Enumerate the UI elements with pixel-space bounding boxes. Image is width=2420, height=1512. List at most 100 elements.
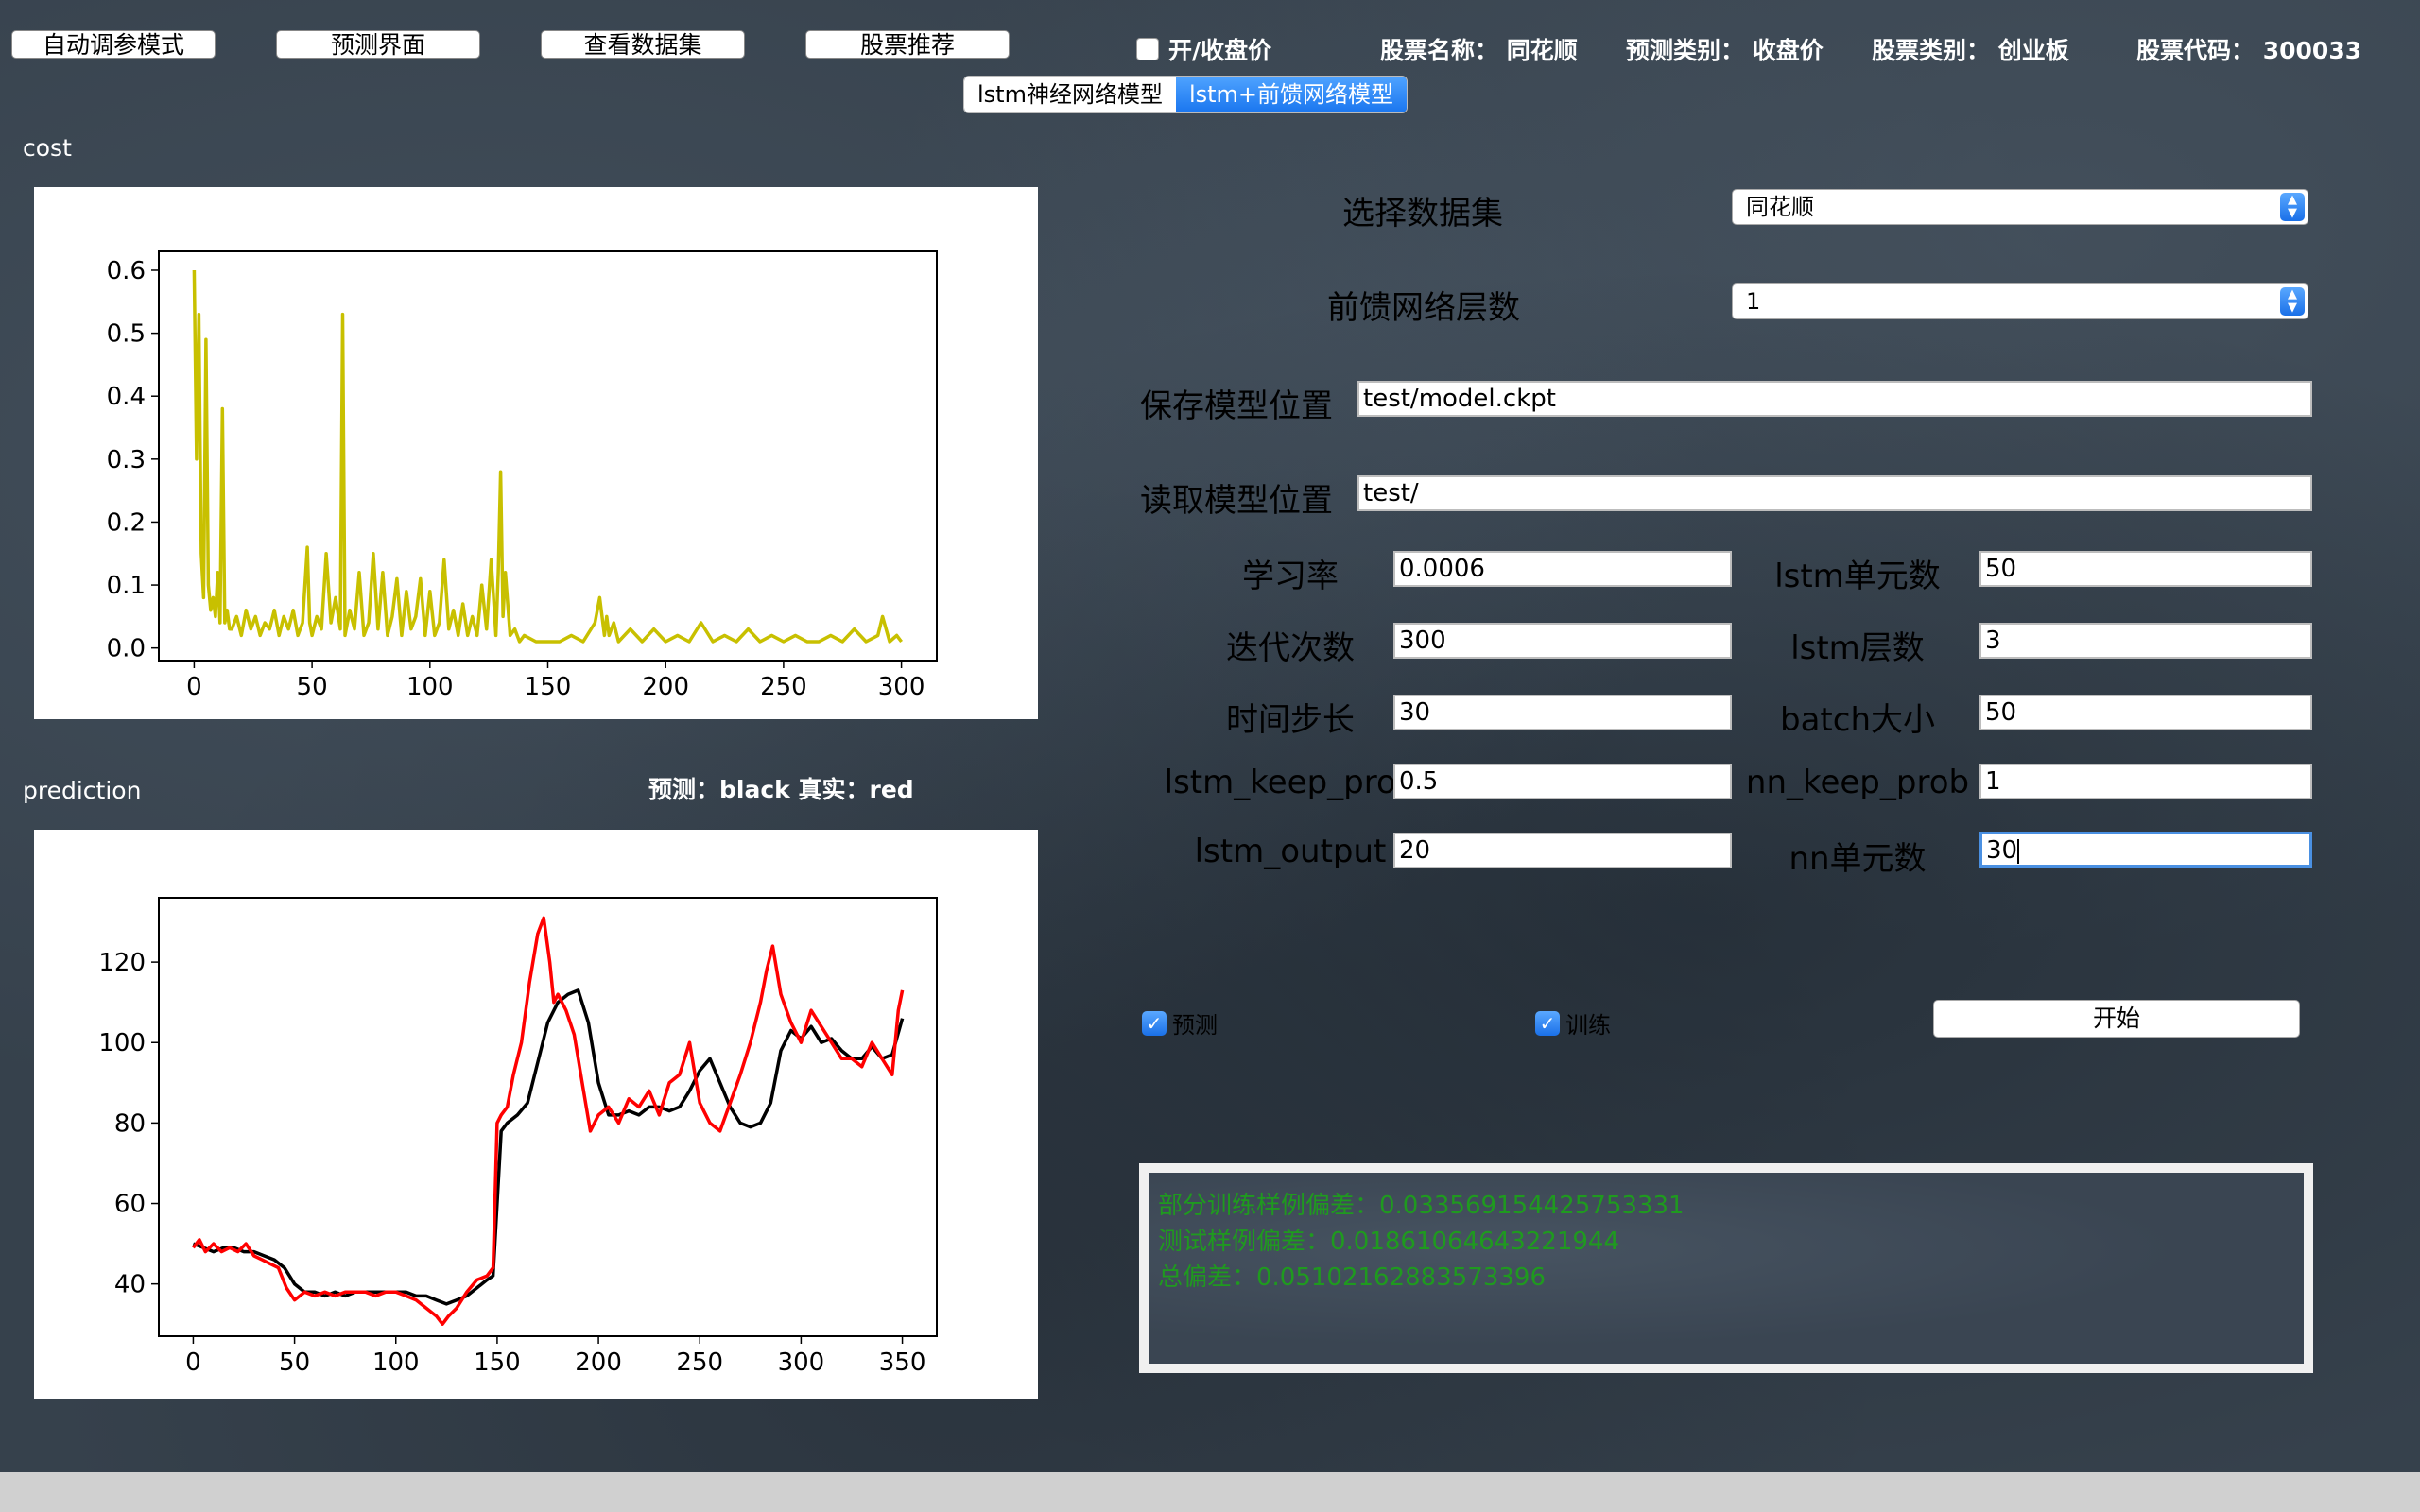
checkbox-box[interactable] — [1136, 38, 1159, 60]
y-tick-label: 0.6 — [107, 257, 146, 285]
y-tick-label: 40 — [114, 1271, 146, 1299]
lstm-units-label: lstm单元数 — [1774, 558, 1941, 595]
x-tick-label: 200 — [575, 1349, 622, 1377]
check-icon[interactable]: ✓ — [1535, 1010, 1560, 1036]
train-checkbox-label: 训练 — [1565, 1012, 1611, 1039]
prediction-chart-panel: 0 50 100 150 200 250 300 350 40 60 80 100 120 — [34, 830, 1038, 1399]
nn-units-value: 30 — [1986, 836, 2018, 865]
output-line: 总偏差：0.05102162883573396 — [1158, 1263, 1547, 1292]
x-tick-label: 300 — [778, 1349, 825, 1377]
y-tick-label: 0.3 — [107, 446, 146, 474]
y-tick-label: 0.0 — [107, 635, 146, 663]
dataset-label: 选择数据集 — [1342, 195, 1503, 232]
time-steps-label: 时间步长 — [1226, 701, 1355, 739]
load-path-label: 读取模型位置 — [1140, 482, 1333, 520]
lstm-output-input[interactable]: 20 — [1393, 833, 1732, 868]
stock-category-info: 股票类别： 创业板 — [1872, 32, 2069, 66]
select-arrows-icon: ▲ ▼ — [2280, 287, 2305, 316]
x-tick-label: 250 — [760, 673, 807, 701]
tab-lstm-feedforward[interactable]: lstm+前馈网络模型 — [1175, 77, 1408, 112]
view-dataset-button[interactable]: 查看数据集 — [541, 30, 745, 59]
learning-rate-label: 学习率 — [1242, 558, 1339, 595]
auto-tune-mode-button[interactable]: 自动调参模式 — [11, 30, 216, 59]
x-tick-label: 100 — [406, 673, 454, 701]
start-button[interactable]: 开始 — [1933, 1000, 2300, 1038]
plot-frame — [158, 250, 938, 662]
prediction-view-button[interactable]: 预测界面 — [276, 30, 480, 59]
learning-rate-input[interactable]: 0.0006 — [1393, 551, 1732, 587]
lstm-units-input[interactable]: 50 — [1979, 551, 2312, 587]
lstm-layers-input[interactable]: 3 — [1979, 623, 2312, 659]
x-tick-label: 0 — [185, 1349, 201, 1377]
time-steps-input[interactable]: 30 — [1393, 695, 1732, 730]
check-icon[interactable]: ✓ — [1142, 1010, 1167, 1036]
load-path-input[interactable]: test/ — [1357, 475, 2312, 511]
prediction-legend-note: 预测：black 真实：red — [648, 776, 914, 803]
stock-recommend-button[interactable]: 股票推荐 — [805, 30, 1010, 59]
save-path-input[interactable]: test/model.ckpt — [1357, 381, 2312, 417]
x-tick-label: 0 — [186, 673, 202, 701]
nn-keep-prob-input[interactable]: 1 — [1979, 764, 2312, 799]
iterations-input[interactable]: 300 — [1393, 623, 1732, 659]
open-close-price-checkbox[interactable]: 开/收盘价 — [1136, 32, 1271, 66]
stock-name-info: 股票名称： 同花顺 — [1380, 32, 1578, 66]
output-line: 部分训练样例偏差：0.033569154425753331 — [1158, 1192, 1685, 1220]
dataset-select[interactable]: 同花顺 ▲ ▼ — [1732, 189, 2308, 225]
iterations-label: 迭代次数 — [1226, 629, 1355, 667]
text-caret — [2017, 838, 2020, 864]
nn-keep-prob-label: nn_keep_prob — [1745, 764, 1970, 801]
x-tick-label: 150 — [525, 673, 572, 701]
save-path-label: 保存模型位置 — [1140, 387, 1333, 425]
series-line-0 — [192, 269, 903, 644]
predict-type-value: 收盘价 — [1752, 37, 1824, 64]
open-close-price-label: 开/收盘价 — [1168, 37, 1272, 64]
cost-chart-panel: 0 50 100 150 200 250 300 0.0 0.1 0.2 0.3 0.4 0.5 0.6 — [34, 187, 1038, 719]
stock-code-value: 300033 — [2262, 37, 2362, 64]
predict-checkbox[interactable]: ✓ 预测 — [1142, 1006, 1218, 1040]
x-tick-label: 50 — [297, 673, 328, 701]
x-tick-label: 150 — [474, 1349, 521, 1377]
stock-category-value: 创业板 — [1997, 37, 2069, 64]
x-tick-label: 200 — [642, 673, 689, 701]
y-tick-label: 0.1 — [107, 572, 146, 600]
batch-size-input[interactable]: 50 — [1979, 695, 2312, 730]
nn-units-input[interactable]: 30 — [1979, 832, 2312, 868]
x-tick-label: 250 — [676, 1349, 723, 1377]
cost-label: cost — [23, 134, 72, 162]
ff-layers-label: 前馈网络层数 — [1327, 289, 1520, 327]
output-line: 测试样例偏差：0.01861064643221944 — [1158, 1228, 1620, 1256]
predict-checkbox-label: 预测 — [1172, 1012, 1218, 1039]
stock-code-info: 股票代码： 300033 — [2136, 32, 2361, 66]
prediction-chart: 0 50 100 150 200 250 300 350 40 60 80 100 120 — [98, 897, 938, 1377]
predict-type-label: 预测类别： — [1626, 37, 1745, 64]
y-tick-label: 80 — [114, 1109, 146, 1138]
nn-units-label: nn单元数 — [1789, 840, 1927, 878]
stock-name-value: 同花顺 — [1506, 37, 1578, 64]
lstm-keep-prob-label: lstm_keep_prob — [1164, 764, 1417, 801]
x-tick-label: 100 — [372, 1349, 420, 1377]
series-line-0 — [192, 988, 905, 1306]
lstm-layers-label: lstm层数 — [1790, 629, 1925, 667]
lstm-output-label: lstm_output — [1194, 833, 1387, 870]
model-tabs: lstm神经网络模型 lstm+前馈网络模型 — [963, 76, 1409, 113]
series-line-1 — [192, 916, 905, 1326]
x-tick-label: 300 — [878, 673, 925, 701]
x-tick-label: 50 — [279, 1349, 310, 1377]
output-panel: 部分训练样例偏差：0.033569154425753331 测试样例偏差：0.0… — [1139, 1163, 2313, 1373]
output-log: 部分训练样例偏差：0.033569154425753331 测试样例偏差：0.0… — [1149, 1173, 2304, 1364]
lstm-keep-prob-input[interactable]: 0.5 — [1393, 764, 1732, 799]
y-tick-label: 60 — [114, 1191, 146, 1219]
y-tick-label: 0.2 — [107, 508, 146, 537]
select-arrows-icon: ▲ ▼ — [2280, 193, 2305, 221]
dataset-select-value: 同花顺 — [1746, 194, 1814, 220]
prediction-label: prediction — [23, 777, 142, 804]
plot-frame — [158, 897, 938, 1337]
cost-chart: 0 50 100 150 200 250 300 0.0 0.1 0.2 0.3 0.4 0.5 0.6 — [107, 250, 938, 701]
tab-lstm[interactable]: lstm神经网络模型 — [964, 77, 1176, 112]
y-tick-label: 0.4 — [107, 383, 146, 411]
predict-type-info: 预测类别： 收盘价 — [1626, 32, 1824, 66]
ff-layers-select[interactable]: 1 ▲ ▼ — [1732, 284, 2308, 319]
train-checkbox[interactable]: ✓ 训练 — [1535, 1006, 1611, 1040]
y-tick-label: 0.5 — [107, 320, 146, 349]
stock-code-label: 股票代码： — [2136, 37, 2256, 64]
